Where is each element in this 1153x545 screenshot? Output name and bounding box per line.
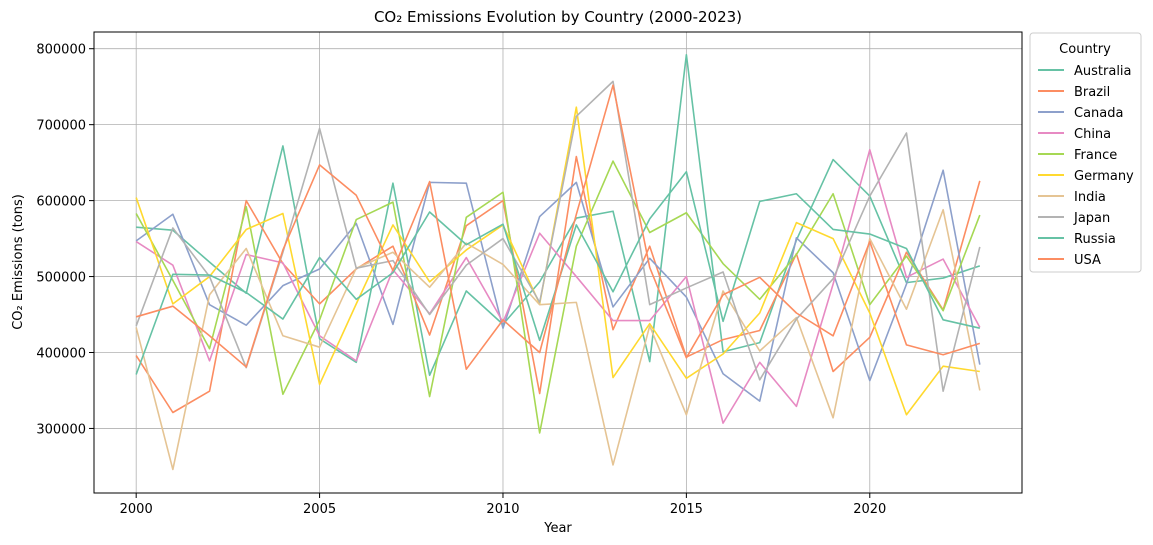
legend-entry-india: India	[1074, 190, 1106, 205]
legend-entry-russia: Russia	[1074, 232, 1116, 247]
legend-entry-france: France	[1074, 148, 1117, 163]
y-tick-label: 800000	[36, 43, 86, 58]
series-line-brazil	[135, 155, 981, 414]
y-axis-label: CO₂ Emissions (tons)	[11, 194, 26, 330]
chart-title: CO₂ Emissions Evolution by Country (2000…	[374, 8, 742, 26]
series-line-canada	[135, 169, 981, 402]
legend-entry-canada: Canada	[1074, 106, 1123, 121]
legend-entry-japan: Japan	[1073, 211, 1110, 226]
legend-title: Country	[1059, 42, 1111, 57]
legend-entry-germany: Germany	[1074, 169, 1134, 184]
legend-entry-china: China	[1074, 127, 1111, 142]
legend: Country Australia Brazil Canada China France…	[1029, 32, 1142, 273]
plot-frame	[93, 31, 1023, 494]
series-line-india	[135, 208, 981, 471]
series-lines	[135, 53, 981, 471]
x-tick-label: 2000	[120, 502, 153, 517]
x-tick-label: 2015	[670, 502, 703, 517]
y-tick-label: 700000	[36, 119, 86, 134]
x-axis-label: Year	[543, 521, 572, 536]
legend-entry-brazil: Brazil	[1074, 85, 1110, 100]
series-line-france	[135, 160, 981, 434]
y-tick-label: 500000	[36, 271, 86, 286]
legend-entry-australia: Australia	[1074, 64, 1132, 79]
legend-entry-usa: USA	[1074, 253, 1101, 268]
x-tick-label: 2005	[303, 502, 336, 517]
legend-frame	[1029, 32, 1142, 273]
x-tick-label: 2010	[486, 502, 519, 517]
y-tick-label: 400000	[36, 346, 86, 361]
y-tick-label: 600000	[36, 195, 86, 210]
series-line-usa	[135, 84, 981, 371]
y-axis: 300000 400000 500000 600000 700000 800000	[36, 43, 94, 437]
series-line-australia	[136, 53, 981, 377]
series-line-china	[135, 148, 981, 424]
x-tick-label: 2020	[853, 502, 886, 517]
y-tick-label: 300000	[36, 422, 86, 437]
x-axis: 2000 2005 2010 2015 2020	[120, 493, 886, 517]
